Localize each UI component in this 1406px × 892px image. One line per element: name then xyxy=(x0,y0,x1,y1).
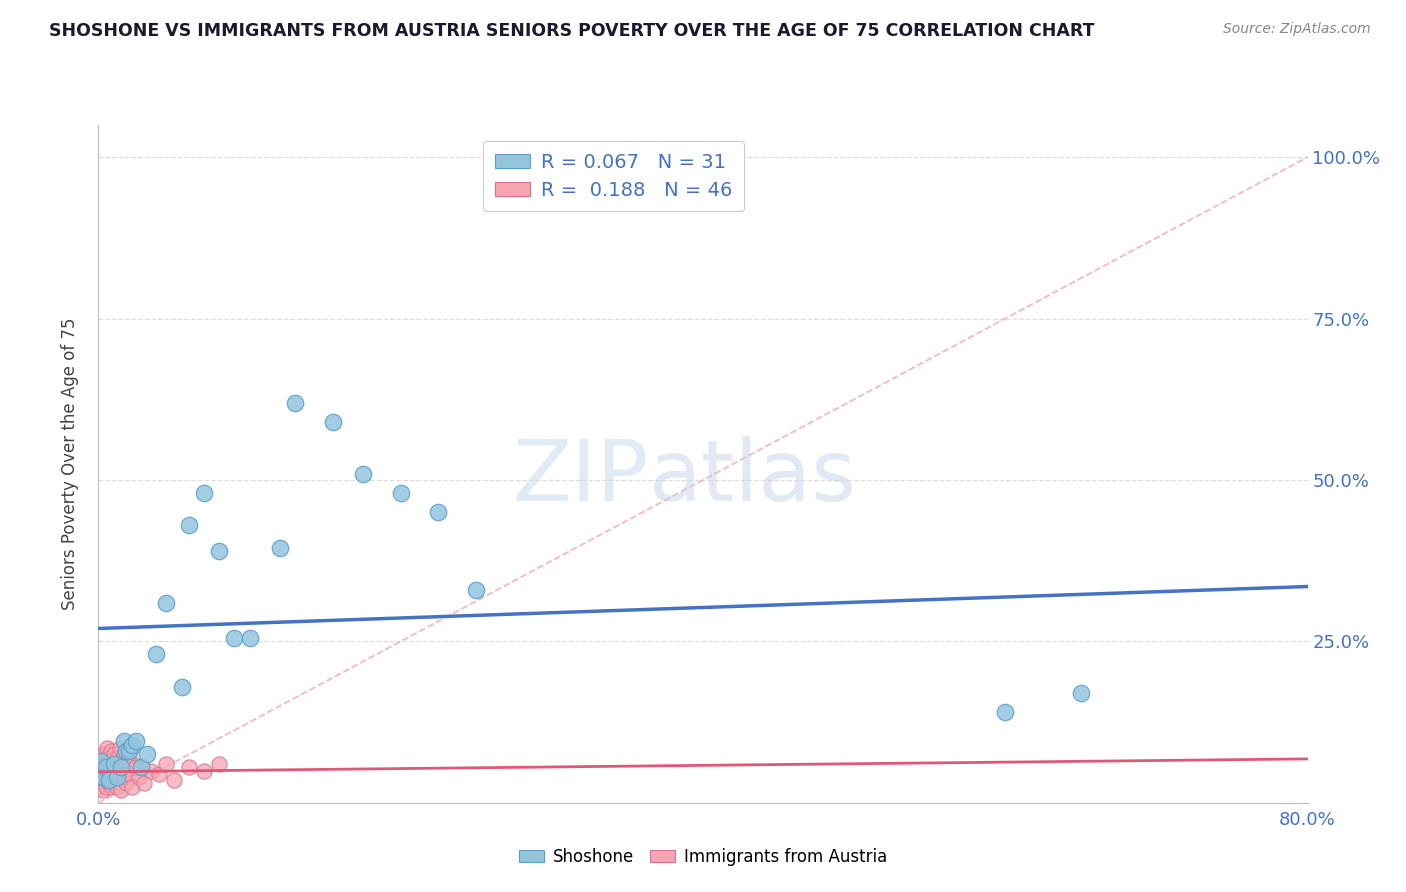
Point xyxy=(98,776,121,790)
Point xyxy=(170,680,193,694)
Point xyxy=(90,754,112,768)
Point xyxy=(239,631,262,645)
Point xyxy=(208,544,231,558)
Point xyxy=(193,486,215,500)
Point xyxy=(465,582,488,597)
Point xyxy=(94,780,117,794)
Point xyxy=(103,773,125,788)
Point xyxy=(118,766,141,780)
Point xyxy=(269,541,291,555)
Point xyxy=(145,648,167,662)
Point xyxy=(98,754,121,768)
Point xyxy=(141,764,163,778)
Y-axis label: Seniors Poverty Over the Age of 75: Seniors Poverty Over the Age of 75 xyxy=(60,318,79,610)
Point xyxy=(105,770,128,784)
Point xyxy=(125,734,148,748)
Point xyxy=(115,754,138,768)
Point xyxy=(135,747,157,762)
Point xyxy=(100,744,122,758)
Point xyxy=(389,486,412,500)
Point xyxy=(91,757,114,772)
Point xyxy=(90,776,112,790)
Point xyxy=(105,780,128,794)
Point xyxy=(96,766,118,780)
Point xyxy=(100,770,122,784)
Point xyxy=(322,415,344,429)
Point xyxy=(1070,686,1092,700)
Point xyxy=(114,776,136,790)
Point xyxy=(132,776,155,790)
Point xyxy=(122,757,145,772)
Point xyxy=(93,770,115,784)
Point xyxy=(110,757,132,772)
Point xyxy=(91,783,114,797)
Point xyxy=(108,740,131,755)
Point xyxy=(112,747,135,762)
Point xyxy=(120,744,142,758)
Point xyxy=(90,754,112,768)
Point xyxy=(284,395,307,409)
Point xyxy=(110,783,132,797)
Point xyxy=(193,764,215,778)
Point xyxy=(96,740,118,755)
Point xyxy=(87,764,110,778)
Point xyxy=(105,750,128,764)
Point xyxy=(129,760,152,774)
Point xyxy=(89,760,111,774)
Point xyxy=(128,770,150,784)
Point xyxy=(179,518,201,533)
Text: atlas: atlas xyxy=(648,436,856,519)
Point xyxy=(224,631,246,645)
Point xyxy=(112,734,135,748)
Point xyxy=(155,757,177,772)
Point xyxy=(111,770,134,784)
Point xyxy=(994,706,1017,720)
Point xyxy=(427,505,450,519)
Text: SHOSHONE VS IMMIGRANTS FROM AUSTRIA SENIORS POVERTY OVER THE AGE OF 75 CORRELATI: SHOSHONE VS IMMIGRANTS FROM AUSTRIA SENI… xyxy=(49,22,1095,40)
Point xyxy=(155,596,177,610)
Point xyxy=(121,780,143,794)
Point xyxy=(107,766,129,780)
Point xyxy=(103,747,125,762)
Point xyxy=(352,467,374,481)
Point xyxy=(148,766,170,780)
Point xyxy=(121,738,143,752)
Point xyxy=(163,773,186,788)
Point xyxy=(110,760,132,774)
Text: ZIP: ZIP xyxy=(512,436,648,519)
Point xyxy=(101,780,124,794)
Point xyxy=(118,744,141,758)
Point xyxy=(94,750,117,764)
Point xyxy=(208,757,231,772)
Point xyxy=(91,770,114,784)
Point xyxy=(125,760,148,774)
Point xyxy=(103,757,125,772)
Legend: Shoshone, Immigrants from Austria: Shoshone, Immigrants from Austria xyxy=(512,841,894,872)
Point xyxy=(101,757,124,772)
Point xyxy=(104,764,127,778)
Point xyxy=(98,773,121,788)
Point xyxy=(89,780,111,794)
Point xyxy=(179,760,201,774)
Point xyxy=(114,744,136,758)
Text: Source: ZipAtlas.com: Source: ZipAtlas.com xyxy=(1223,22,1371,37)
Point xyxy=(94,760,117,774)
Point xyxy=(93,747,115,762)
